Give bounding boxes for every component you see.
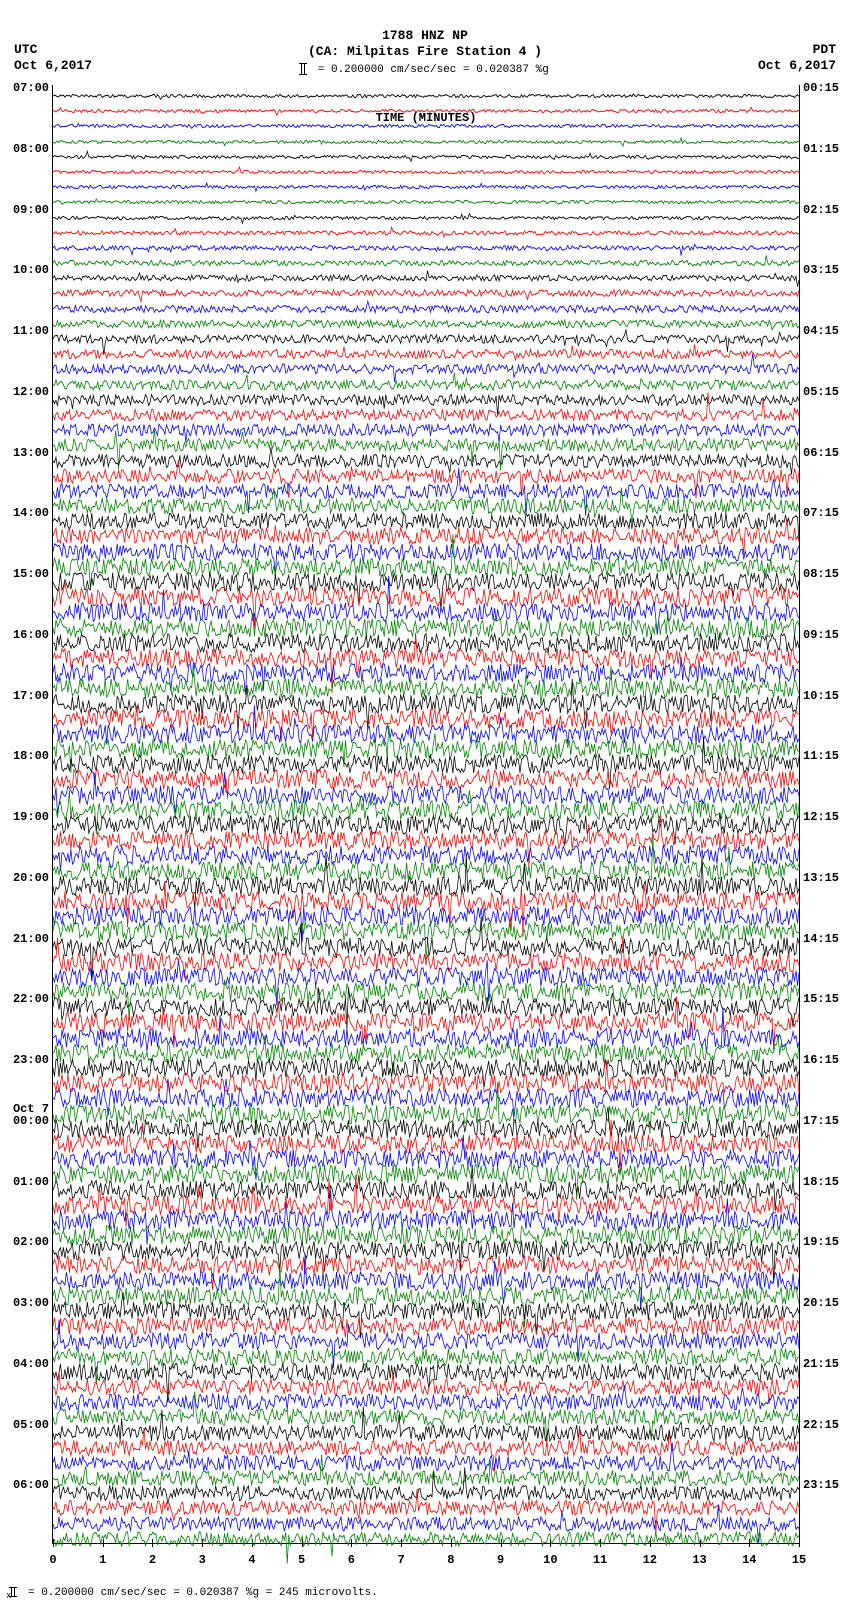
scale-text: = 0.200000 cm/sec/sec = 0.020387 %g bbox=[311, 63, 549, 75]
footer-scale: x = 0.200000 cm/sec/sec = 0.020387 %g = … bbox=[6, 1587, 378, 1601]
left-hour-label: 02:00 bbox=[13, 1235, 53, 1249]
right-hour-label: 22:15 bbox=[799, 1418, 839, 1432]
left-hour-label: 14:00 bbox=[13, 506, 53, 520]
tz-left-date: Oct 6,2017 bbox=[14, 58, 92, 74]
left-hour-label: 11:00 bbox=[13, 324, 53, 338]
left-hour-label: 19:00 bbox=[13, 810, 53, 824]
left-hour-label: 00:00 bbox=[13, 1114, 53, 1128]
x-tick-label: 3 bbox=[199, 1553, 206, 1567]
right-hour-label: 23:15 bbox=[799, 1478, 839, 1492]
x-tick-label: 8 bbox=[447, 1553, 454, 1567]
scale-bar-icon bbox=[11, 1587, 15, 1597]
left-hour-label: 16:00 bbox=[13, 628, 53, 642]
tz-left-block: UTC Oct 6,2017 bbox=[14, 42, 92, 75]
left-hour-label: 13:00 bbox=[13, 446, 53, 460]
tz-right-label: PDT bbox=[758, 42, 836, 58]
left-hour-label: 01:00 bbox=[13, 1175, 53, 1189]
seismogram-page: UTC Oct 6,2017 PDT Oct 6,2017 1788 HNZ N… bbox=[0, 0, 850, 1613]
right-hour-label: 04:15 bbox=[799, 324, 839, 338]
x-tick-label: 1 bbox=[99, 1553, 106, 1567]
left-hour-label: 23:00 bbox=[13, 1053, 53, 1067]
x-tick-label: 13 bbox=[692, 1553, 706, 1567]
right-hour-label: 14:15 bbox=[799, 932, 839, 946]
right-hour-label: 20:15 bbox=[799, 1296, 839, 1310]
right-hour-label: 08:15 bbox=[799, 567, 839, 581]
x-tick-label: 4 bbox=[248, 1553, 255, 1567]
helicorder-plot: 0123456789101112131415 TIME (MINUTES) 07… bbox=[52, 85, 800, 1544]
x-tick-label: 2 bbox=[149, 1553, 156, 1567]
right-hour-label: 02:15 bbox=[799, 203, 839, 217]
right-hour-label: 16:15 bbox=[799, 1053, 839, 1067]
right-hour-label: 18:15 bbox=[799, 1175, 839, 1189]
right-hour-label: 13:15 bbox=[799, 871, 839, 885]
right-hour-label: 07:15 bbox=[799, 506, 839, 520]
left-hour-label: 08:00 bbox=[13, 142, 53, 156]
x-tick bbox=[799, 1539, 800, 1547]
left-hour-label: 07:00 bbox=[13, 81, 53, 95]
scale-bar-icon bbox=[301, 63, 305, 75]
left-hour-label: 12:00 bbox=[13, 385, 53, 399]
left-hour-label: 20:00 bbox=[13, 871, 53, 885]
x-tick-label: 12 bbox=[643, 1553, 657, 1567]
left-hour-label: 04:00 bbox=[13, 1357, 53, 1371]
trace-row bbox=[53, 1531, 799, 1547]
x-tick-label: 0 bbox=[49, 1553, 56, 1567]
right-hour-label: 12:15 bbox=[799, 810, 839, 824]
left-hour-label: 05:00 bbox=[13, 1418, 53, 1432]
left-hour-label: 15:00 bbox=[13, 567, 53, 581]
station-name: (CA: Milpitas Fire Station 4 ) bbox=[0, 44, 850, 60]
station-id: 1788 HNZ NP bbox=[0, 28, 850, 44]
right-hour-label: 09:15 bbox=[799, 628, 839, 642]
right-hour-label: 05:15 bbox=[799, 385, 839, 399]
right-hour-label: 01:15 bbox=[799, 142, 839, 156]
right-hour-label: 11:15 bbox=[799, 749, 839, 763]
left-hour-label: 18:00 bbox=[13, 749, 53, 763]
right-hour-label: 21:15 bbox=[799, 1357, 839, 1371]
right-hour-label: 10:15 bbox=[799, 689, 839, 703]
plot-header: UTC Oct 6,2017 PDT Oct 6,2017 1788 HNZ N… bbox=[0, 0, 850, 77]
x-tick-label: 10 bbox=[543, 1553, 557, 1567]
left-hour-label: 09:00 bbox=[13, 203, 53, 217]
x-tick-label: 11 bbox=[593, 1553, 607, 1567]
tz-left-label: UTC bbox=[14, 42, 92, 58]
left-hour-label: 03:00 bbox=[13, 1296, 53, 1310]
right-hour-label: 03:15 bbox=[799, 263, 839, 277]
tz-right-block: PDT Oct 6,2017 bbox=[758, 42, 836, 75]
x-tick-label: 14 bbox=[742, 1553, 756, 1567]
right-hour-label: 19:15 bbox=[799, 1235, 839, 1249]
left-hour-label: 21:00 bbox=[13, 932, 53, 946]
footer-text: = 0.200000 cm/sec/sec = 0.020387 %g = 24… bbox=[21, 1587, 377, 1599]
left-hour-label: 17:00 bbox=[13, 689, 53, 703]
x-tick-label: 6 bbox=[348, 1553, 355, 1567]
plot-area: 0123456789101112131415 TIME (MINUTES) 07… bbox=[52, 85, 798, 1543]
x-tick-label: 5 bbox=[298, 1553, 305, 1567]
left-hour-label: 06:00 bbox=[13, 1478, 53, 1492]
x-tick-label: 7 bbox=[398, 1553, 405, 1567]
left-hour-label: 10:00 bbox=[13, 263, 53, 277]
right-hour-label: 00:15 bbox=[799, 81, 839, 95]
x-tick-label: 9 bbox=[497, 1553, 504, 1567]
right-hour-label: 15:15 bbox=[799, 992, 839, 1006]
right-hour-label: 17:15 bbox=[799, 1114, 839, 1128]
scale-line: = 0.200000 cm/sec/sec = 0.020387 %g bbox=[0, 63, 850, 78]
right-hour-label: 06:15 bbox=[799, 446, 839, 460]
tz-right-date: Oct 6,2017 bbox=[758, 58, 836, 74]
x-tick-label: 15 bbox=[792, 1553, 806, 1567]
left-hour-label: 22:00 bbox=[13, 992, 53, 1006]
